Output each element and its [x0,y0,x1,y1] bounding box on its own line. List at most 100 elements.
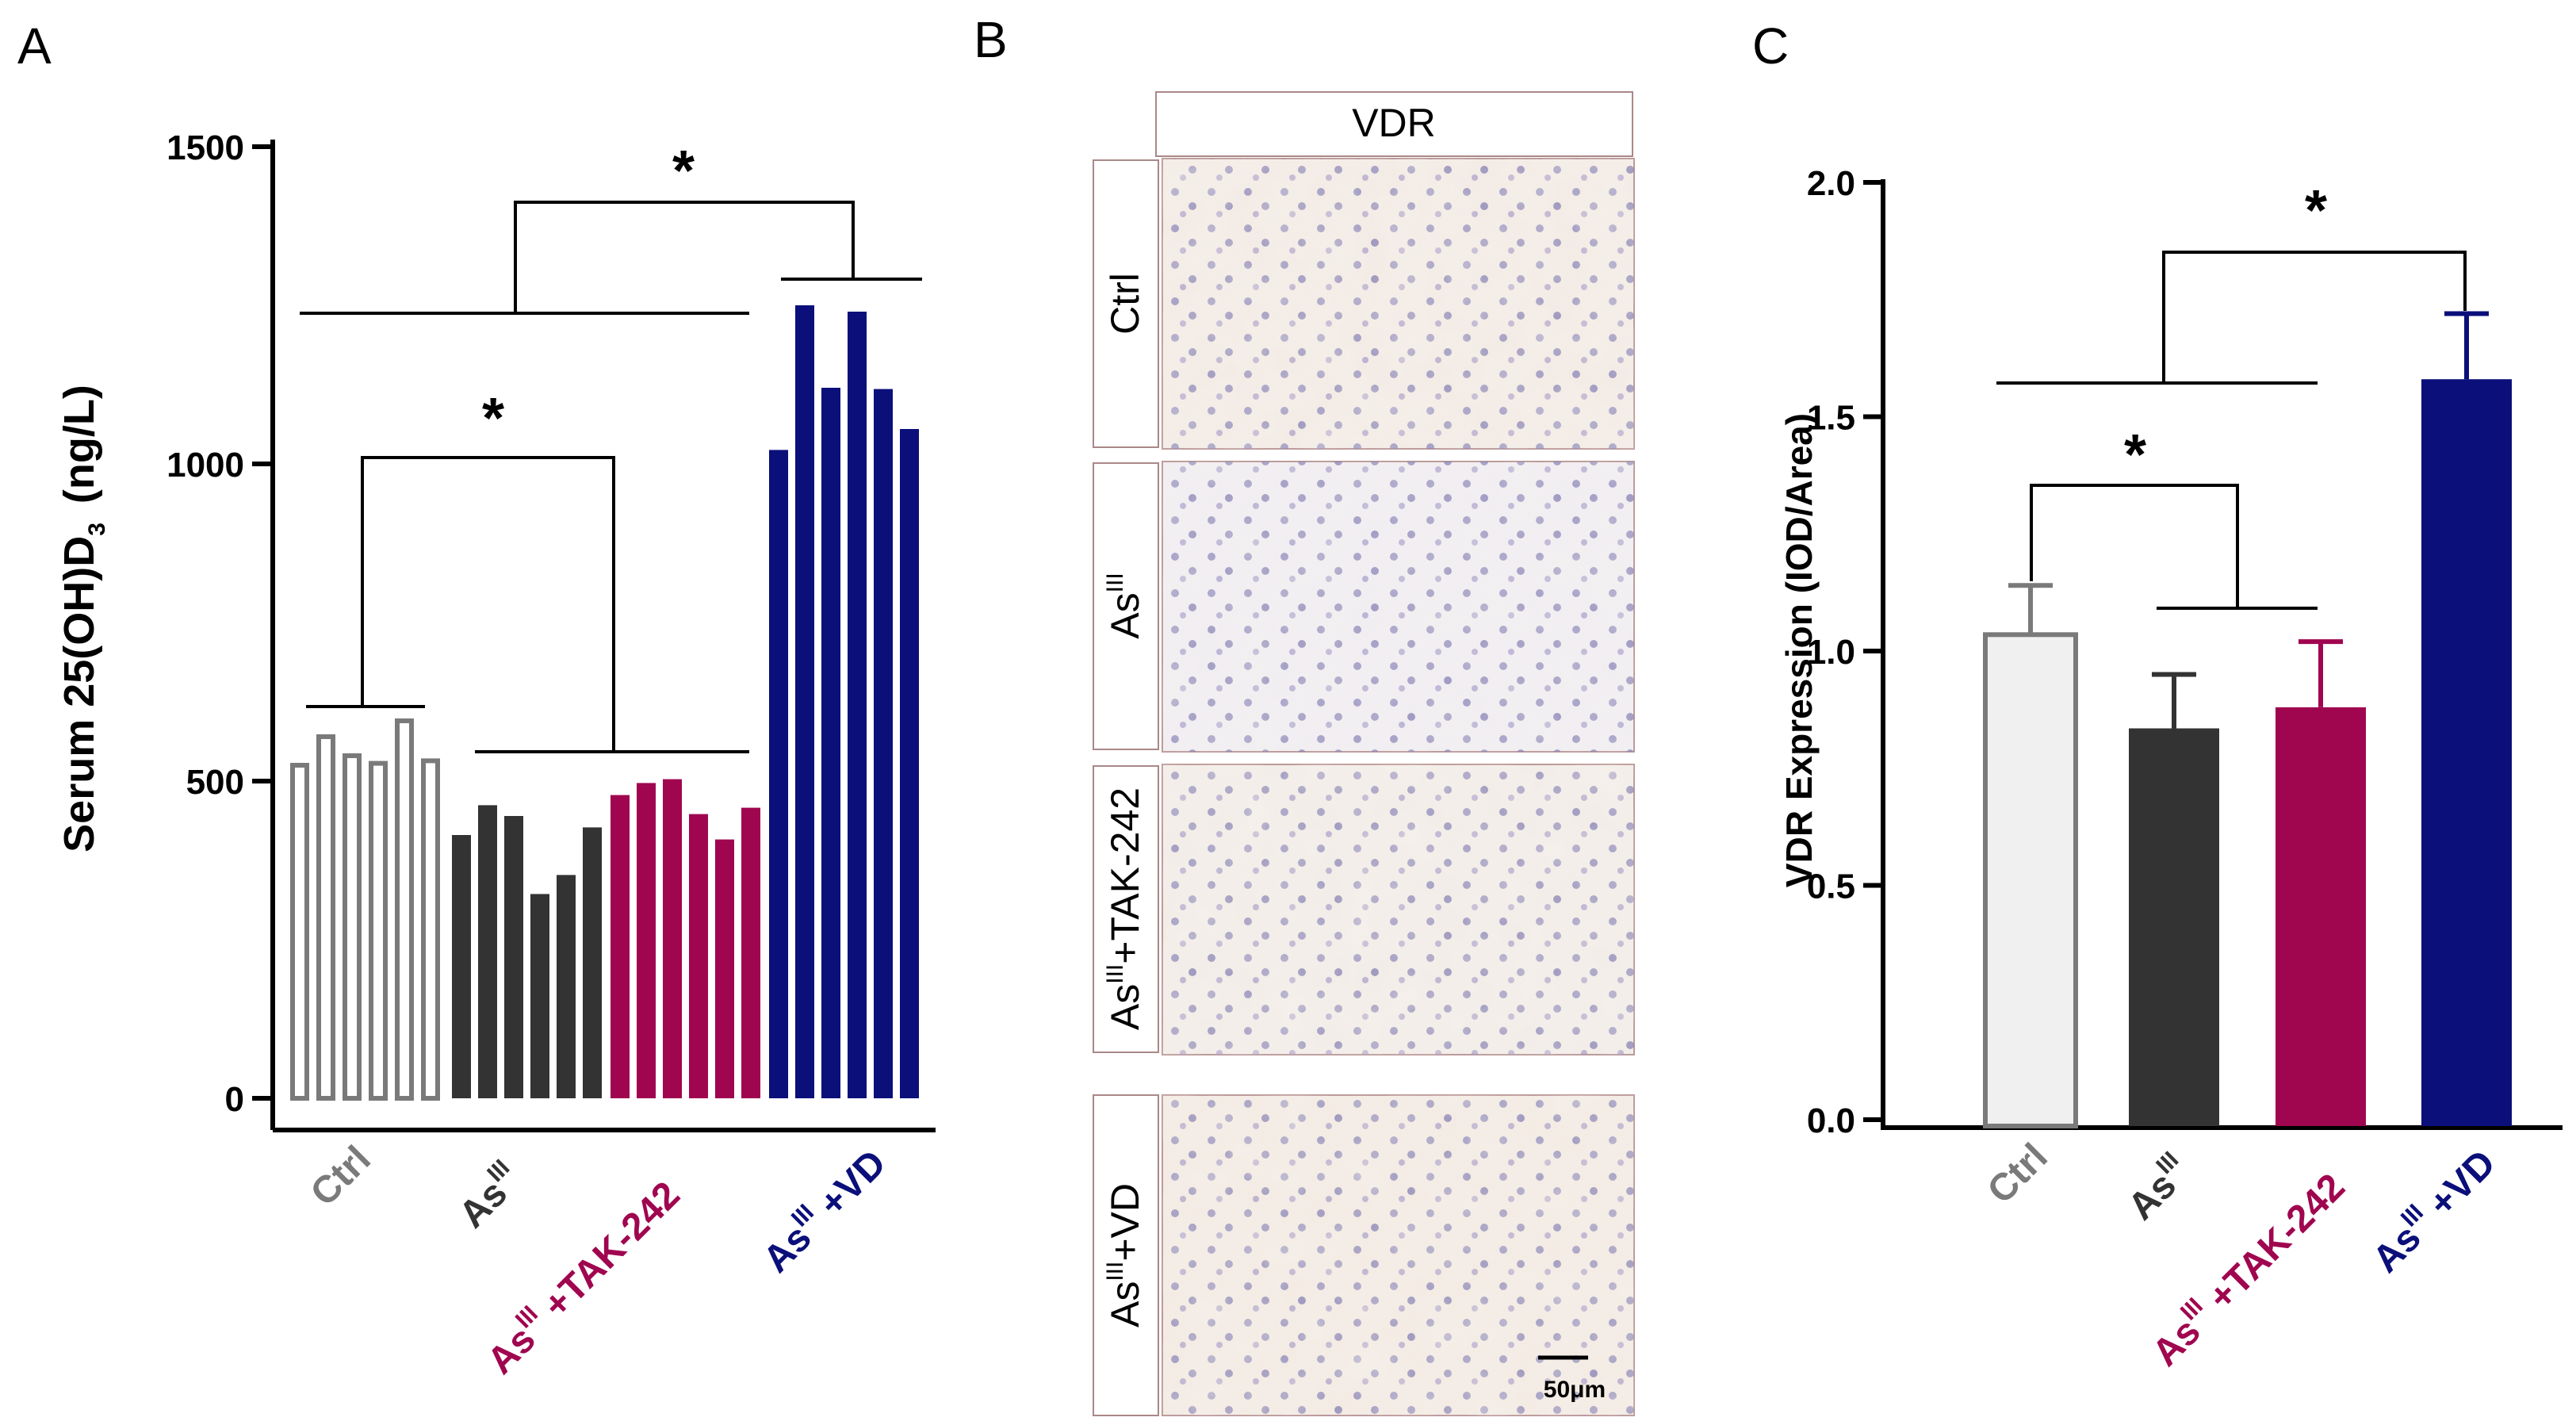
panel-a-bar [530,894,549,1098]
row-label-ctrl: Ctrl [1103,273,1147,335]
panel-a-bar [663,779,682,1098]
panel-a-category-label: AsIII [448,1155,530,1236]
panel-a-ylabel-main: Serum 25(OH)D [56,536,103,852]
panel-a-bar [769,450,788,1098]
panel-a-y-axis-title: Serum 25(OH)D3 (ng/L) [56,385,110,852]
row-label-as: AsIII [1102,573,1147,638]
row-label-vd-suffix: +VD [1103,1183,1147,1262]
panel-c-bars [1983,311,2512,1128]
row-label-box-vd [1093,1094,1159,1416]
panel-a-bar [821,388,840,1098]
panel-a-bar [421,758,440,1101]
panel-a-bar [395,718,414,1101]
panel-a-y-ticks: 0 500 1000 1500 [167,128,273,1119]
panel-a-bars [273,305,936,1132]
significance-star-a-mid: * [482,387,504,450]
panel-a-bar [611,795,630,1098]
panel-c-ytick-label: 1.5 [1807,399,1855,438]
row-label-as-sup: III [1102,573,1128,592]
panel-b-micrographs: VDR Ctrl AsIII AsIII+TAK-242 AsIII+VD [1093,91,1635,1416]
bracket-a-mid [361,456,615,752]
panel-label-b: B [974,11,1008,68]
panel-a-bar [316,734,335,1101]
panel-a-ytick-label: 1500 [167,128,244,167]
panel-c-category-label: AsIII [2117,1147,2199,1228]
panel-a-bar [741,807,760,1098]
row-label-vd-text: As [1103,1281,1147,1327]
panel-a-cat-text: Ctrl [303,1138,379,1214]
panel-label-a: A [17,17,52,75]
panel-a-chart: Serum 25(OH)D3 (ng/L) 0 500 1000 1500 Ctrl As… [56,128,936,1382]
panel-c-brackets [1996,251,2467,610]
panel-a-bar [848,312,867,1098]
panel-c-bar [2129,728,2219,1126]
row-label-vd-sup: III [1102,1262,1128,1281]
row-label-tak-sup: III [1102,964,1128,984]
row-label-box-ctrl [1093,159,1159,448]
panel-c-category-label: AsIII +VD [2362,1139,2504,1281]
panel-a-bar [795,305,814,1098]
panel-a-bar [637,783,656,1098]
significance-star-a-top: * [672,140,695,203]
panel-a-bar [504,816,523,1098]
panel-a-cat-suffix: +TAK-242 [528,1174,688,1334]
panel-c-category-label: Ctrl [1980,1136,2056,1212]
micrograph-as [1162,461,1635,753]
scale-bar-label: 50μm [1544,1377,1606,1403]
panel-a-bar [900,429,919,1098]
panel-c-bar [2421,379,2512,1127]
panel-a-ylabel-unit: (ng/L) [56,385,103,504]
panel-a-brackets [300,201,922,753]
panel-a-bar [874,389,893,1099]
panel-c-ytick-label: 1.0 [1807,633,1855,672]
row-label-tak-text: As [1103,984,1147,1030]
panel-a-category-label: Ctrl [303,1138,379,1214]
panel-a-bar [583,827,602,1098]
panel-b-header-box [1155,91,1633,157]
panel-a-ytick-label: 500 [186,763,244,802]
panel-c-ytick-label: 2.0 [1807,164,1855,203]
micrograph-vd [1162,1094,1635,1416]
panel-a-bar [290,763,309,1101]
panel-b-row-label-boxes [1093,159,1159,1416]
row-label-as-text: As [1103,592,1147,638]
panel-a-bar [715,839,734,1098]
panel-c-y-axis-title: VDR Expression (IOD/Area) [1778,413,1820,887]
panel-c-chart: VDR Expression (IOD/Area) 0.0 0.5 1.0 1.5 2.… [1778,164,2563,1374]
panel-a-bar [557,875,576,1098]
significance-star-c-top: * [2305,179,2327,243]
significance-star-c-mid: * [2124,423,2146,487]
panel-a-bar [369,760,388,1101]
panel-a-category-label: AsIII +VD [752,1139,894,1281]
panel-c-ytick-label: 0.5 [1807,868,1855,906]
panel-c-cat-text: Ctrl [1980,1136,2056,1212]
row-label-vd: AsIII+VD [1102,1183,1147,1327]
panel-c-cat-suffix: +TAK-242 [2193,1166,2353,1326]
row-label-box-as [1093,462,1159,750]
panel-a-bar [478,805,497,1098]
micrograph-ctrl [1162,158,1635,450]
panel-a-bar [452,835,471,1098]
panel-c-y-ticks: 0.0 0.5 1.0 1.5 2.0 [1807,164,1883,1140]
row-label-box-tak [1093,765,1159,1053]
row-label-ctrl-text: Ctrl [1103,273,1147,335]
panel-c-bar [2276,707,2366,1126]
row-label-tak: AsIII+TAK-242 [1102,787,1147,1030]
panel-b-header: VDR [1352,101,1436,145]
row-label-tak-suffix: +TAK-242 [1103,787,1147,964]
panel-a-bar [689,814,708,1098]
bracket-c-top [2162,251,2467,383]
bracket-c-mid [2030,484,2239,608]
panel-c-bar [1983,632,2078,1128]
panel-a-ylabel-sub: 3 [84,523,110,536]
panel-a-bar [343,753,362,1101]
panel-c-ytick-label: 0.0 [1807,1101,1855,1140]
panel-label-c: C [1752,17,1789,75]
micrograph-tak [1162,764,1635,1055]
panel-a-ytick-label: 0 [225,1080,244,1119]
bracket-a-top [514,201,855,313]
panel-a-ytick-label: 1000 [167,446,244,485]
